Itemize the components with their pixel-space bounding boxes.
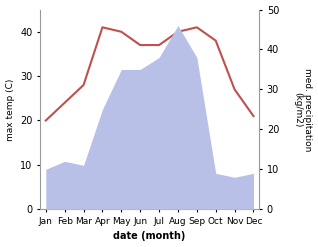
Y-axis label: max temp (C): max temp (C)	[5, 78, 15, 141]
X-axis label: date (month): date (month)	[114, 231, 186, 242]
Y-axis label: med. precipitation
(kg/m2): med. precipitation (kg/m2)	[293, 68, 313, 151]
